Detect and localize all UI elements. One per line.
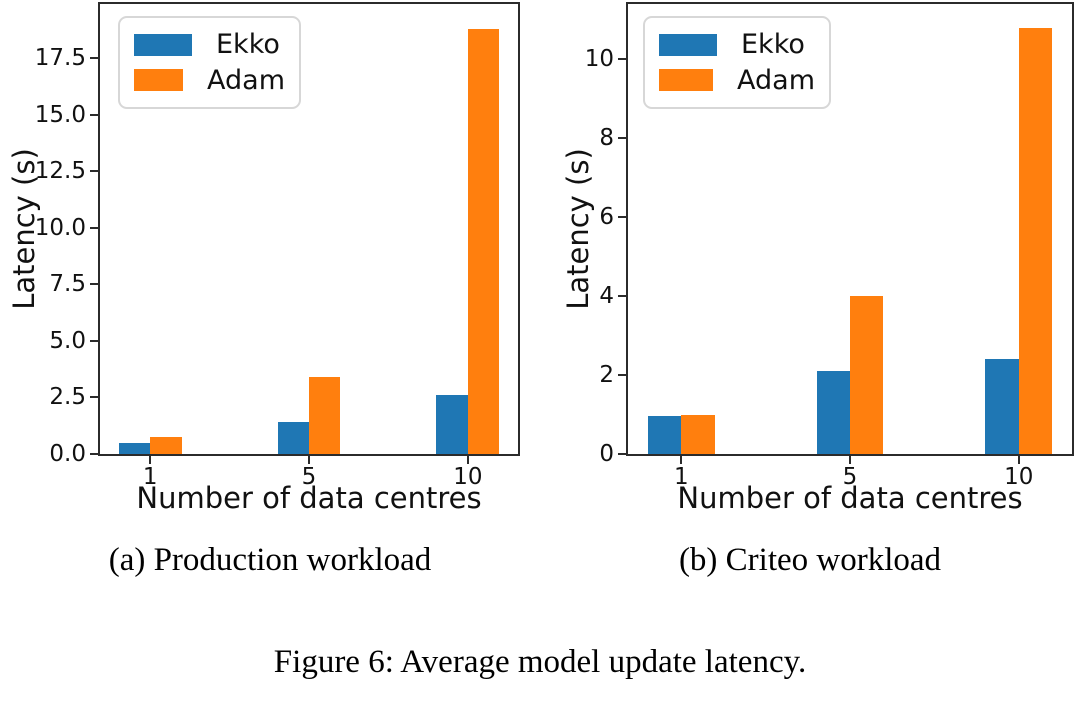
x-tick-label: 10 — [453, 464, 483, 490]
x-tick — [149, 456, 152, 464]
legend-item-ekko: Ekko — [659, 27, 815, 63]
y-tick — [90, 339, 98, 342]
y-tick-label: 4 — [599, 283, 614, 310]
legend-item-adam: Adam — [659, 63, 815, 99]
bar-ekko-5 — [277, 422, 309, 454]
y-tick-label: 0.0 — [49, 441, 86, 467]
legend-swatch-adam — [659, 69, 714, 92]
subcaption-b: (b) Criteo workload — [678, 542, 942, 578]
figure-caption: Figure 6: Average model update latency. — [273, 644, 807, 680]
y-tick-label: 10 — [584, 46, 614, 73]
x-tick — [308, 456, 310, 464]
legend-item-ekko: Ekko — [134, 27, 285, 63]
x-axis-label-a: Number of data centres — [136, 481, 482, 515]
legend-a: Ekko Adam — [118, 16, 301, 109]
y-tick — [90, 113, 98, 116]
x-tick-label: 5 — [301, 464, 317, 490]
y-tick-label: 15.0 — [34, 101, 86, 128]
y-tick-label: 17.5 — [34, 45, 86, 72]
y-tick — [618, 374, 626, 377]
y-tick — [90, 453, 98, 455]
y-tick-label: 5.0 — [49, 327, 86, 354]
y-tick-label: 2.5 — [49, 384, 86, 411]
y-tick-label: 6 — [599, 204, 614, 231]
bar-adam-10 — [467, 28, 500, 454]
y-tick — [618, 216, 626, 219]
y-tick-label: 2 — [599, 362, 614, 389]
plot-area-a: Ekko Adam 0.0 2.5 5.0 7.5 10.0 12.5 15.0 17.5 1 5… — [35, 2, 520, 490]
bar-adam-1 — [681, 414, 715, 454]
y-tick — [618, 58, 626, 61]
bar-ekko-1 — [647, 415, 682, 454]
y-tick-label: 8 — [599, 125, 614, 152]
y-tick-label: 10.0 — [34, 214, 86, 241]
bar-ekko-1 — [118, 442, 151, 454]
y-axis-label-b: Latency (s) — [561, 148, 595, 310]
y-tick-label: 7.5 — [49, 271, 86, 298]
y-tick — [90, 57, 98, 60]
x-tick — [1017, 456, 1020, 464]
bar-adam-5 — [309, 377, 341, 454]
legend-label-ekko: Ekko — [741, 29, 805, 61]
bar-ekko-10 — [436, 395, 468, 454]
bar-adam-5 — [850, 296, 884, 454]
legend-swatch-ekko — [134, 33, 192, 56]
y-tick-label: 12.5 — [34, 158, 86, 185]
x-tick-label: 1 — [673, 464, 689, 490]
legend-item-adam: Adam — [134, 63, 285, 99]
y-tick — [618, 453, 626, 455]
y-tick-label: 0 — [599, 441, 614, 467]
bar-ekko-5 — [816, 371, 850, 454]
x-tick-label: 1 — [142, 464, 158, 490]
y-tick — [618, 137, 626, 140]
x-tick-label: 10 — [1004, 464, 1034, 490]
plot-area-b: Ekko Adam 0 2 4 6 8 10 1 5 10 — [585, 2, 1074, 490]
x-axis-label-b: Number of data centres — [677, 481, 1023, 515]
x-tick — [849, 456, 851, 464]
y-tick — [90, 170, 98, 173]
subfigure-b: Latency (s) Ekko Adam 0 2 4 6 8 10 1 5 10 Number… — [540, 0, 1080, 620]
legend-b: Ekko Adam — [643, 16, 831, 109]
bar-ekko-10 — [985, 359, 1019, 454]
subcaption-a: (a) Production workload — [108, 542, 432, 578]
legend-label-adam: Adam — [737, 64, 815, 96]
y-tick — [618, 295, 626, 298]
bar-adam-10 — [1018, 27, 1053, 454]
x-tick — [680, 456, 683, 464]
legend-swatch-ekko — [659, 33, 717, 56]
subfigure-a: Latency (s) Ekko Adam 0.0 2.5 5.0 7.5 10.0 12… — [0, 0, 540, 620]
legend-swatch-adam — [134, 69, 184, 92]
bar-adam-1 — [150, 437, 182, 454]
y-tick — [90, 396, 98, 399]
y-tick — [90, 226, 98, 229]
y-tick — [90, 283, 98, 286]
x-tick — [466, 456, 469, 464]
legend-label-ekko: Ekko — [216, 29, 280, 61]
legend-label-adam: Adam — [207, 64, 285, 96]
x-tick-label: 5 — [842, 464, 858, 490]
